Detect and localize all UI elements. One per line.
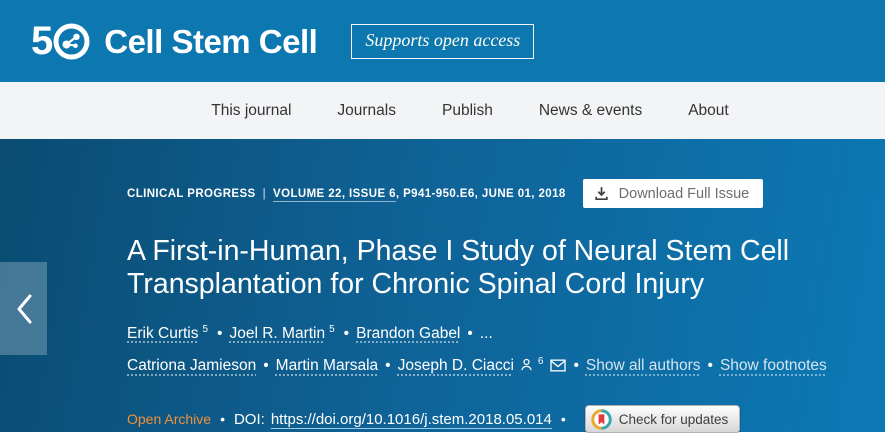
- doi-link[interactable]: https://doi.org/10.1016/j.stem.2018.05.0…: [270, 410, 552, 428]
- show-footnotes-link[interactable]: Show footnotes: [719, 357, 827, 375]
- logo-50-number: 5: [31, 19, 53, 63]
- prev-article-button[interactable]: [0, 262, 47, 355]
- site-header: 5 Cell Stem Cell Supports open access: [0, 0, 885, 82]
- author-separator: •: [385, 357, 391, 375]
- author-link[interactable]: Joseph D. Ciacci 6: [398, 356, 567, 374]
- check-updates-label: Check for updates: [618, 411, 729, 427]
- chevron-left-icon: [17, 294, 31, 323]
- article-category: CLINICAL PROGRESS | VOLUME 22, ISSUE 6, P9…: [127, 188, 566, 200]
- article-breadcrumb: CLINICAL PROGRESS | VOLUME 22, ISSUE 6, P9…: [127, 179, 885, 208]
- author-separator: •: [217, 325, 223, 343]
- category-separator: |: [262, 187, 267, 200]
- issue-detail: , P941-950.E6, JUNE 01, 2018: [395, 187, 566, 200]
- author-separator: •: [573, 357, 579, 375]
- nav-item-about[interactable]: About: [688, 101, 729, 119]
- open-access-badge[interactable]: Supports open access: [351, 23, 535, 59]
- doi-label: DOI:: [233, 410, 265, 428]
- meta-separator: •: [220, 411, 225, 428]
- journal-name: Cell Stem Cell: [104, 22, 318, 60]
- nav-item-news-events[interactable]: News & events: [538, 101, 643, 119]
- meta-separator-2: •: [560, 411, 566, 428]
- open-archive-label: Open Archive: [127, 411, 212, 428]
- main-nav: This journal Journals Publish News & eve…: [0, 82, 885, 139]
- check-for-updates-button[interactable]: Check for updates: [584, 405, 741, 433]
- download-button-label: Download Full Issue: [618, 185, 750, 202]
- author-link[interactable]: Brandon Gabel: [356, 325, 461, 343]
- issue-link[interactable]: VOLUME 22, ISSUE 6: [273, 187, 396, 200]
- email-icon[interactable]: [550, 359, 567, 372]
- article-meta-row: Open Archive • DOI: https://doi.org/10.1…: [127, 405, 885, 433]
- author-separator: •: [467, 325, 473, 343]
- author-link[interactable]: Joel R. Martin 5: [229, 324, 335, 343]
- crossmark-icon: [591, 409, 612, 430]
- journal-logo-link[interactable]: 5 Cell Stem Cell: [31, 19, 318, 63]
- category-label: CLINICAL PROGRESS: [127, 187, 256, 200]
- author-link[interactable]: Erik Curtis 5: [127, 324, 209, 343]
- author-list: Erik Curtis 5 • Joel R. Martin 5 • Brandon Gab…: [127, 316, 862, 380]
- article-hero: CLINICAL PROGRESS | VOLUME 22, ISSUE 6, P9…: [0, 139, 885, 433]
- author-separator: •: [263, 357, 269, 375]
- download-icon: [595, 187, 608, 201]
- cell-press-50-logo-icon: [53, 23, 90, 59]
- authors-links-separator: •: [707, 357, 713, 375]
- person-icon: [521, 359, 532, 371]
- nav-item-journals[interactable]: Journals: [337, 101, 396, 119]
- author-link[interactable]: Catriona Jamieson: [127, 357, 257, 375]
- article-title: A First-in-Human, Phase I Study of Neura…: [127, 235, 790, 300]
- author-link[interactable]: Martin Marsala: [275, 357, 379, 375]
- show-all-authors-link[interactable]: Show all authors: [585, 357, 701, 375]
- download-full-issue-button[interactable]: Download Full Issue: [582, 179, 764, 208]
- nav-item-publish[interactable]: Publish: [441, 101, 493, 119]
- collapsed-authors-ellipsis: ...: [479, 325, 493, 343]
- author-separator: •: [343, 325, 350, 343]
- nav-item-this-journal[interactable]: This journal: [211, 101, 292, 119]
